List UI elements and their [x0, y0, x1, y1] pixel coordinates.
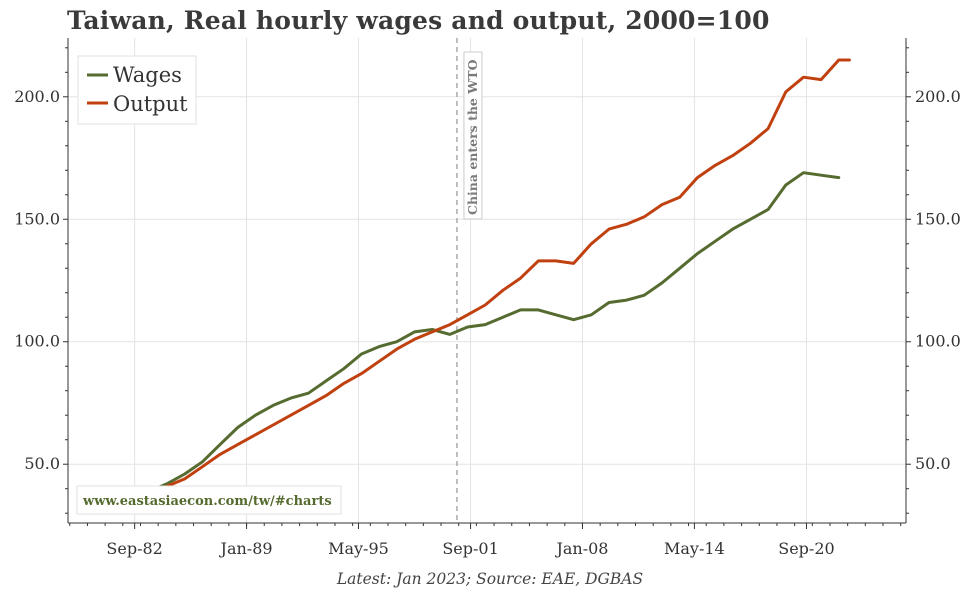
x-tick-label: Sep-20	[778, 539, 834, 558]
legend-label-output: Output	[113, 92, 188, 116]
x-tick-label: Jan-08	[554, 539, 608, 558]
series-layer	[131, 58, 851, 500]
y-tick-label-left: 50.0	[24, 454, 60, 473]
legend-box	[77, 55, 197, 125]
chart-title: Taiwan, Real hourly wages and output, 20…	[67, 6, 770, 35]
y-tick-label-left: 100.0	[14, 332, 60, 351]
legend-label-wages: Wages	[113, 63, 182, 87]
series-line-wages	[131, 171, 841, 498]
watermark-text: www.eastasiaecon.com/tw/#charts	[82, 494, 332, 509]
series-line-output	[131, 58, 851, 500]
y-tick-label-right: 100.0	[915, 332, 961, 351]
annotation-layer: China enters the WTO	[456, 38, 483, 523]
x-tick-label: May-95	[328, 539, 389, 558]
source-note: Latest: Jan 2023; Source: EAE, DGBAS	[336, 570, 643, 588]
y-tick-label-right: 150.0	[915, 209, 961, 228]
x-tick-label: May-14	[664, 539, 725, 558]
watermark-box	[76, 485, 342, 515]
y-tick-label-left: 150.0	[14, 209, 60, 228]
x-tick-label: Jan-89	[219, 539, 273, 558]
x-tick-label: Sep-82	[106, 539, 162, 558]
axis-layer: 50.0 50.0 100.0 100.0 150.0 150.0 200.0 200.0 Se…	[14, 38, 961, 558]
y-tick-label-right: 50.0	[915, 454, 951, 473]
y-tick-label-left: 200.0	[14, 87, 60, 106]
wto-annotation-label: China enters the WTO	[463, 51, 483, 220]
watermark: www.eastasiaecon.com/tw/#charts	[76, 485, 342, 515]
legend: Wages Output	[77, 55, 197, 125]
y-tick-label-right: 200.0	[915, 87, 961, 106]
x-tick-label: Sep-01	[442, 539, 498, 558]
wto-annotation-text: China enters the WTO	[465, 59, 480, 215]
